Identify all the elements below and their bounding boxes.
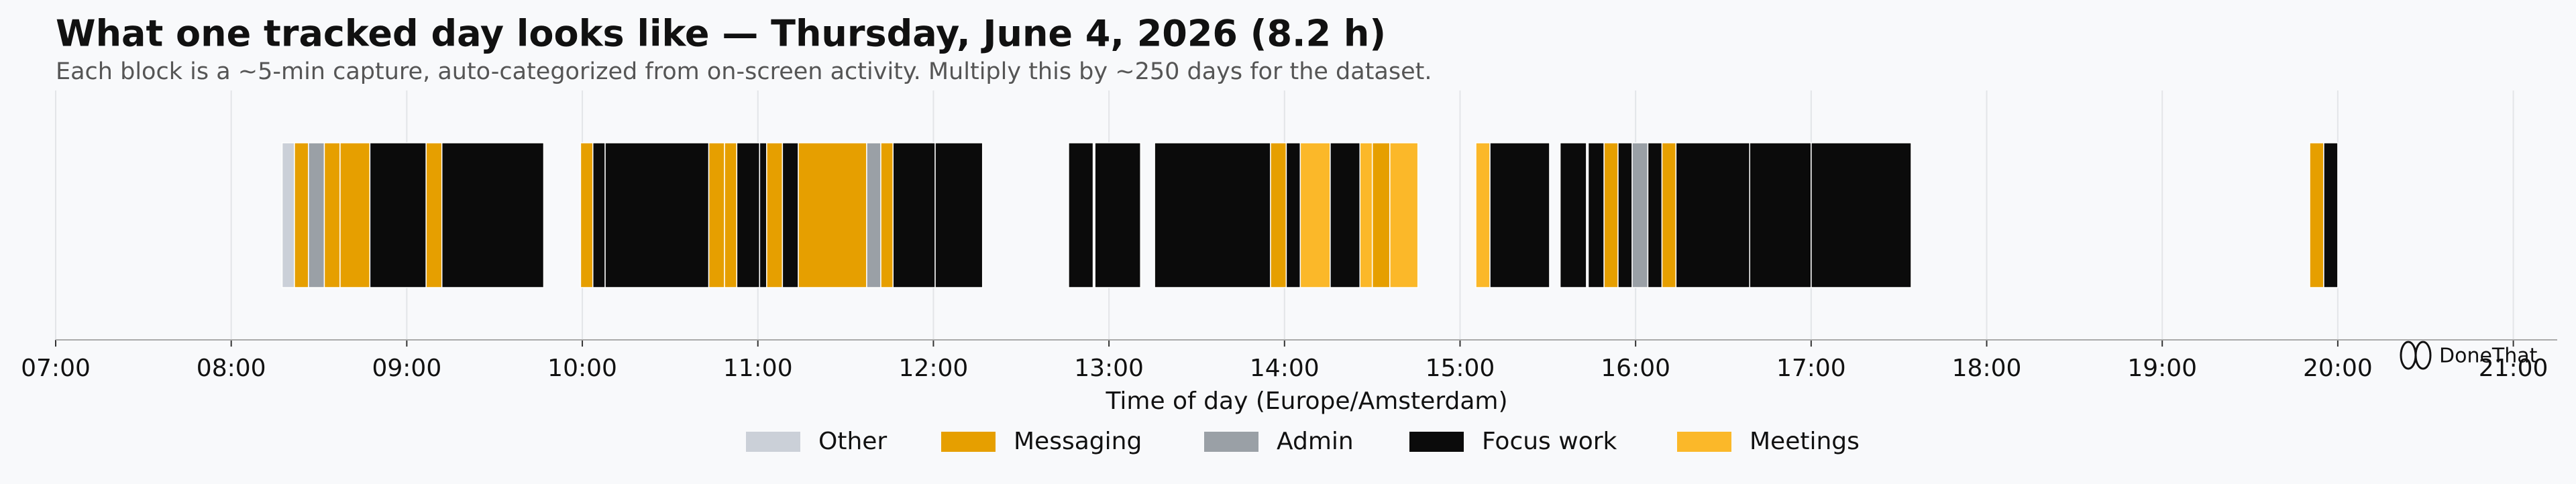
time-block [708, 142, 725, 288]
time-block [1489, 142, 1550, 288]
time-block [1559, 142, 1587, 288]
legend-swatch [941, 432, 996, 452]
time-block [604, 142, 710, 288]
time-block [1617, 142, 1633, 288]
legend-swatch [1409, 432, 1464, 452]
watermark-icon [2400, 341, 2432, 370]
time-block [1270, 142, 1287, 288]
time-block [1299, 142, 1331, 288]
time-block [323, 142, 341, 288]
time-block [782, 142, 799, 288]
time-block [1285, 142, 1301, 288]
chart-title: What one tracked day looks like — Thursd… [56, 13, 1386, 55]
time-block [1675, 142, 1751, 288]
time-block [441, 142, 545, 288]
time-block [1371, 142, 1391, 288]
time-block [892, 142, 936, 288]
legend-label: Admin [1277, 428, 1354, 455]
legend-label: Focus work [1482, 428, 1617, 455]
x-tick-label: 16:00 [1601, 355, 1670, 382]
legend-label: Other [818, 428, 887, 455]
time-block [1631, 142, 1649, 288]
time-block [308, 142, 325, 288]
time-block [1603, 142, 1619, 288]
time-block [1359, 142, 1373, 288]
x-tick-label: 17:00 [1776, 355, 1846, 382]
time-block [766, 142, 784, 288]
legend-swatch [1677, 432, 1731, 452]
time-block [592, 142, 606, 288]
time-block [2323, 142, 2339, 288]
time-block [1587, 142, 1605, 288]
time-block [369, 142, 427, 288]
x-tick-label: 07:00 [21, 355, 91, 382]
time-block [1749, 142, 1812, 288]
x-tick-label: 08:00 [197, 355, 266, 382]
time-block [2309, 142, 2324, 288]
time-block [759, 142, 767, 288]
time-block [880, 142, 894, 288]
x-tick-label: 10:00 [547, 355, 617, 382]
time-block [281, 142, 295, 288]
legend-swatch [746, 432, 800, 452]
time-block [866, 142, 881, 288]
legend-label: Messaging [1014, 428, 1142, 455]
x-tick-label: 14:00 [1250, 355, 1320, 382]
time-block [339, 142, 371, 288]
time-block [1389, 142, 1419, 288]
x-tick-label: 13:00 [1074, 355, 1144, 382]
time-block [1647, 142, 1663, 288]
x-tick-label: 12:00 [899, 355, 969, 382]
time-block [1811, 142, 1912, 288]
x-tick-label: 09:00 [372, 355, 441, 382]
time-block [724, 142, 738, 288]
x-tick-label: 15:00 [1426, 355, 1495, 382]
time-block [1154, 142, 1271, 288]
legend-swatch [1204, 432, 1258, 452]
x-axis-label: Time of day (Europe/Amsterdam) [1105, 387, 1507, 415]
time-block [1068, 142, 1094, 288]
time-block [294, 142, 309, 288]
legend-label: Meetings [1750, 428, 1860, 455]
time-block [580, 142, 594, 288]
x-tick-label: 19:00 [2127, 355, 2197, 382]
x-tick-label: 21:00 [2479, 355, 2548, 382]
time-block [1330, 142, 1361, 288]
time-block [1475, 142, 1491, 288]
x-tick-label: 11:00 [723, 355, 793, 382]
x-tick-label: 20:00 [2303, 355, 2373, 382]
time-block [934, 142, 983, 288]
time-block [1661, 142, 1677, 288]
time-block [1094, 142, 1141, 288]
x-tick-label: 18:00 [1952, 355, 2022, 382]
watermark: DoneThat [2439, 345, 2538, 368]
chart-subtitle: Each block is a ~5-min capture, auto-cat… [56, 58, 1432, 85]
time-block [425, 142, 443, 288]
time-block [798, 142, 867, 288]
time-block [736, 142, 761, 288]
